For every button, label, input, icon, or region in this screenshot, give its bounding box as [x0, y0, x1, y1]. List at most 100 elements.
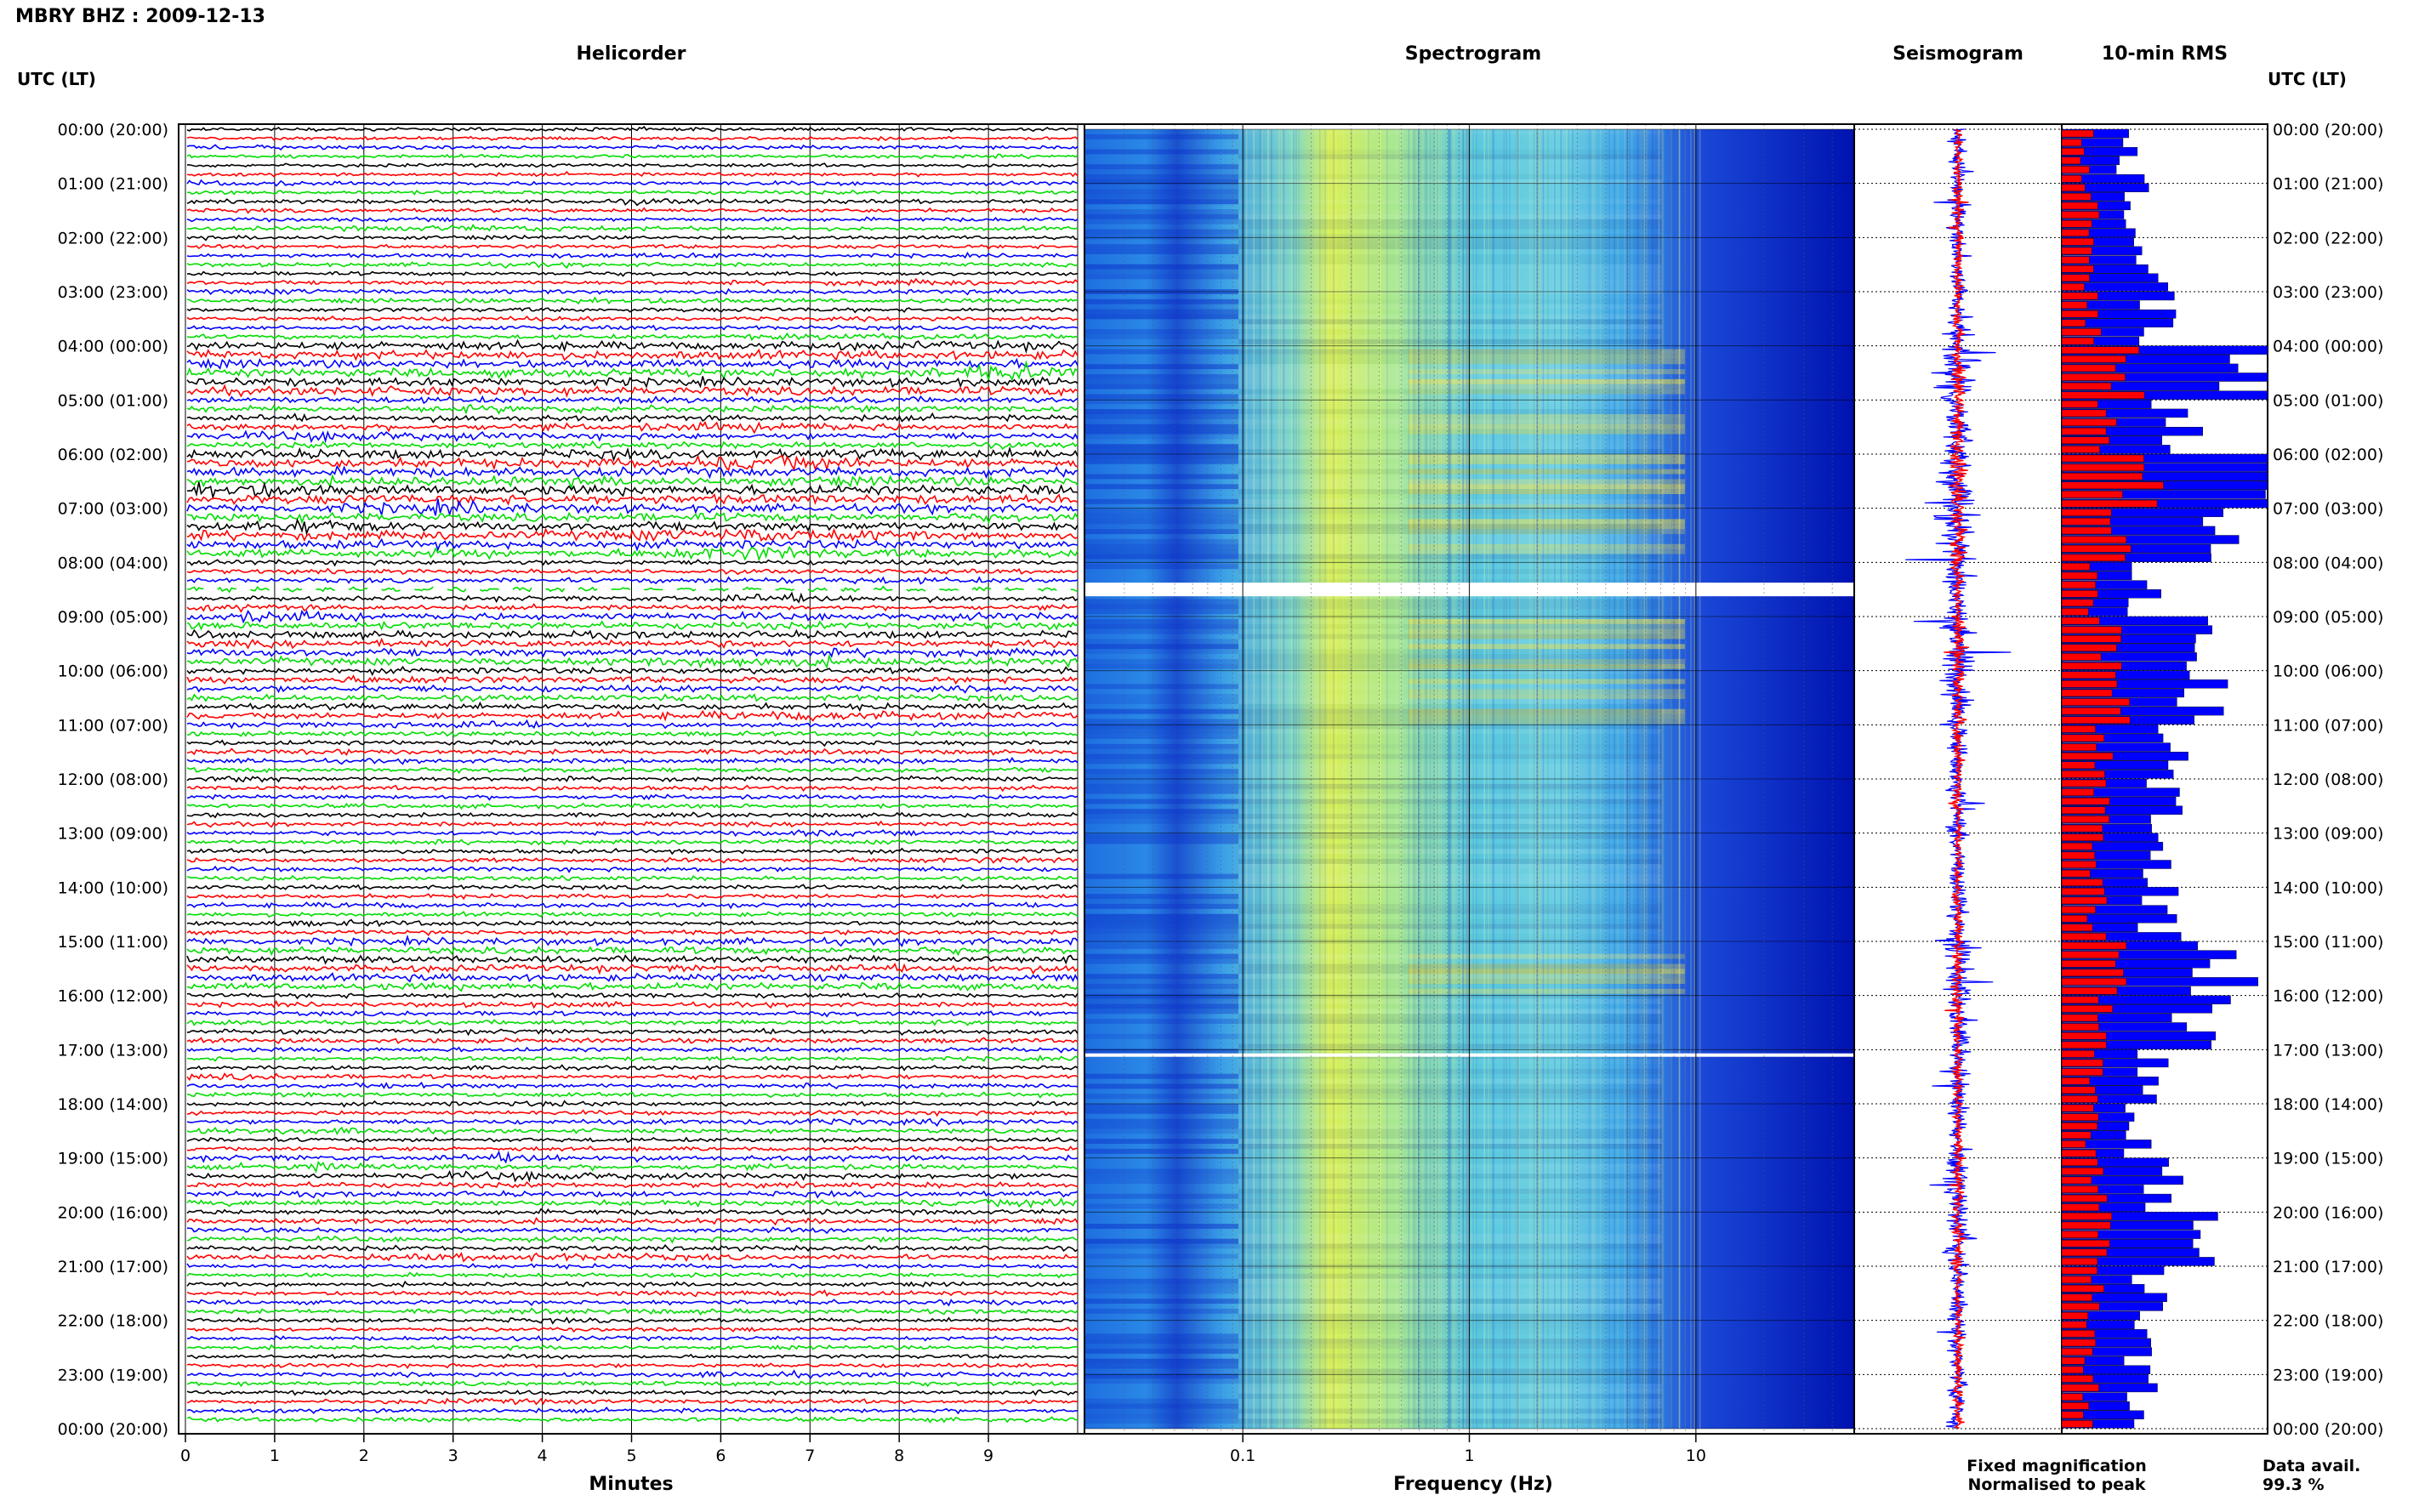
spectrogram-row-texture — [1084, 1168, 1238, 1174]
seismogram-title: Seismogram — [1893, 43, 2023, 65]
rms-bar-normalised — [2061, 355, 2126, 363]
hour-label: 19:00 (15:00) — [58, 1150, 168, 1168]
spectrogram-row-texture — [1084, 1348, 1238, 1354]
rms-bar-normalised — [2061, 906, 2096, 913]
spectrogram-row-texture — [1084, 509, 1238, 514]
rms-bar-normalised — [2061, 364, 2116, 372]
helicorder-x-tick-label: 3 — [448, 1447, 458, 1465]
rms-bar-normalised — [2061, 861, 2097, 868]
spectrogram-noise-row — [1238, 764, 1662, 770]
helicorder-trace — [186, 1091, 1079, 1099]
spectrogram-row-texture — [1084, 519, 1238, 525]
spectrogram-row-texture — [1084, 1413, 1238, 1419]
rms-bar-normalised — [2061, 310, 2098, 318]
helicorder-trace — [186, 454, 1079, 472]
spectrogram-noise-row — [1238, 314, 1662, 320]
helicorder-trace — [186, 1019, 1079, 1026]
rms-bar-normalised — [2061, 806, 2106, 815]
legend-normalised-to-peak: Normalised to peak — [1967, 1475, 2145, 1494]
spectrogram-event-band — [1408, 349, 1685, 355]
spectrogram-noise-row — [1238, 618, 1662, 624]
spectrogram-event-band — [1408, 618, 1685, 624]
helicorder-trace — [186, 251, 1079, 259]
spectrogram-event-band — [1408, 713, 1685, 719]
hour-label: 02:00 (22:00) — [2273, 229, 2383, 247]
helicorder-trace — [186, 179, 1079, 187]
spectrogram-row-texture — [1084, 1139, 1238, 1145]
hour-label: 11:00 (07:00) — [2273, 716, 2383, 735]
helicorder-x-tick-label: 5 — [626, 1447, 636, 1465]
spectrogram-row-texture — [1084, 384, 1238, 389]
spectrogram-noise-row — [1238, 454, 1662, 459]
spectrogram-event-band — [1408, 974, 1685, 980]
data-availability-label: Data avail. — [2262, 1457, 2360, 1475]
spectrogram-noise-row — [1238, 1384, 1662, 1389]
helicorder-x-tick-label: 1 — [270, 1447, 280, 1465]
rms-bar-normalised — [2061, 707, 2121, 715]
spectrogram-noise-row — [1238, 319, 1662, 325]
rms-bar-normalised — [2061, 1293, 2092, 1302]
spectrogram-row-texture — [1084, 1049, 1238, 1054]
helicorder-trace — [186, 498, 1079, 518]
spectrogram-noise-row — [1238, 349, 1662, 355]
helicorder-trace — [186, 1389, 1079, 1396]
spectrogram-event-band — [1408, 389, 1685, 395]
data-availability-value: 99.3 % — [2262, 1475, 2325, 1494]
spectrogram-noise-row — [1238, 1174, 1662, 1179]
spectrogram-row-texture — [1084, 644, 1238, 650]
spectrogram-event-band — [1408, 988, 1685, 994]
rms-bar-normalised — [2061, 454, 2144, 463]
hour-label: 16:00 (12:00) — [2273, 987, 2383, 1006]
spectrogram-row-texture — [1084, 454, 1238, 459]
helicorder-trace — [186, 829, 1079, 838]
hour-labels-right: 00:00 (20:00) 01:00 (21:00) 02:00 (22:00) 0… — [2273, 121, 2383, 1439]
hour-label: 18:00 (14:00) — [58, 1095, 168, 1114]
rms-bar-normalised — [2061, 788, 2094, 796]
spectrogram-row-texture — [1084, 199, 1238, 205]
helicorder-trace — [186, 338, 1079, 355]
spectrogram-noise-row — [1238, 384, 1662, 389]
spectrogram-row-texture — [1084, 658, 1238, 664]
spectrogram-noise-row — [1238, 449, 1662, 454]
helicorder-trace — [186, 1190, 1079, 1199]
spectrogram-noise-row — [1238, 338, 1662, 344]
rms-bar-normalised — [2061, 1276, 2092, 1283]
spectrogram-noise-row — [1238, 1233, 1662, 1239]
rms-bar-normalised — [2061, 734, 2104, 742]
rms-bar-normalised — [2061, 1213, 2112, 1220]
helicorder-trace — [186, 756, 1079, 765]
spectrogram-noise-row — [1238, 859, 1662, 864]
spectrogram-event-band — [1408, 413, 1685, 419]
spectrogram-noise-row — [1238, 908, 1662, 914]
helicorder-trace — [186, 324, 1079, 332]
rms-bar-normalised — [2061, 544, 2132, 553]
spectrogram-row-texture — [1084, 399, 1238, 405]
rms-bar-normalised — [2061, 1366, 2084, 1373]
spectrogram-row-texture — [1084, 623, 1238, 629]
spectrogram-row-texture — [1084, 924, 1238, 929]
spectrogram-row-texture — [1084, 1243, 1238, 1249]
spectrogram-row-texture — [1084, 309, 1238, 315]
helicorder-trace — [186, 1271, 1079, 1279]
spectrogram-event-band — [1408, 694, 1685, 699]
helicorder-trace — [186, 1208, 1079, 1216]
hour-label: 05:00 (01:00) — [2273, 391, 2383, 410]
hour-label: 04:00 (00:00) — [2273, 338, 2383, 356]
spectrogram-row-texture — [1084, 559, 1238, 565]
spectrogram-row-texture — [1084, 298, 1238, 304]
spectrogram-row-texture — [1084, 694, 1238, 699]
spectrogram-row-texture — [1084, 349, 1238, 355]
spectrogram-row-texture — [1084, 649, 1238, 655]
spectrogram-row-texture — [1084, 249, 1238, 254]
helicorder-trace — [186, 954, 1079, 965]
spectrogram-row-texture — [1084, 1009, 1238, 1015]
rms-bar-normalised — [2061, 202, 2098, 210]
hour-label: 10:00 (06:00) — [2273, 662, 2383, 681]
spectrogram-noise-row — [1238, 1184, 1662, 1189]
spectrogram-row-texture — [1084, 1398, 1238, 1404]
spectrogram-noise-row — [1238, 753, 1662, 759]
rms-bar-normalised — [2061, 337, 2094, 345]
hour-label: 17:00 (13:00) — [58, 1041, 168, 1060]
spectrogram-row-texture — [1084, 409, 1238, 414]
helicorder-trace — [186, 820, 1079, 828]
